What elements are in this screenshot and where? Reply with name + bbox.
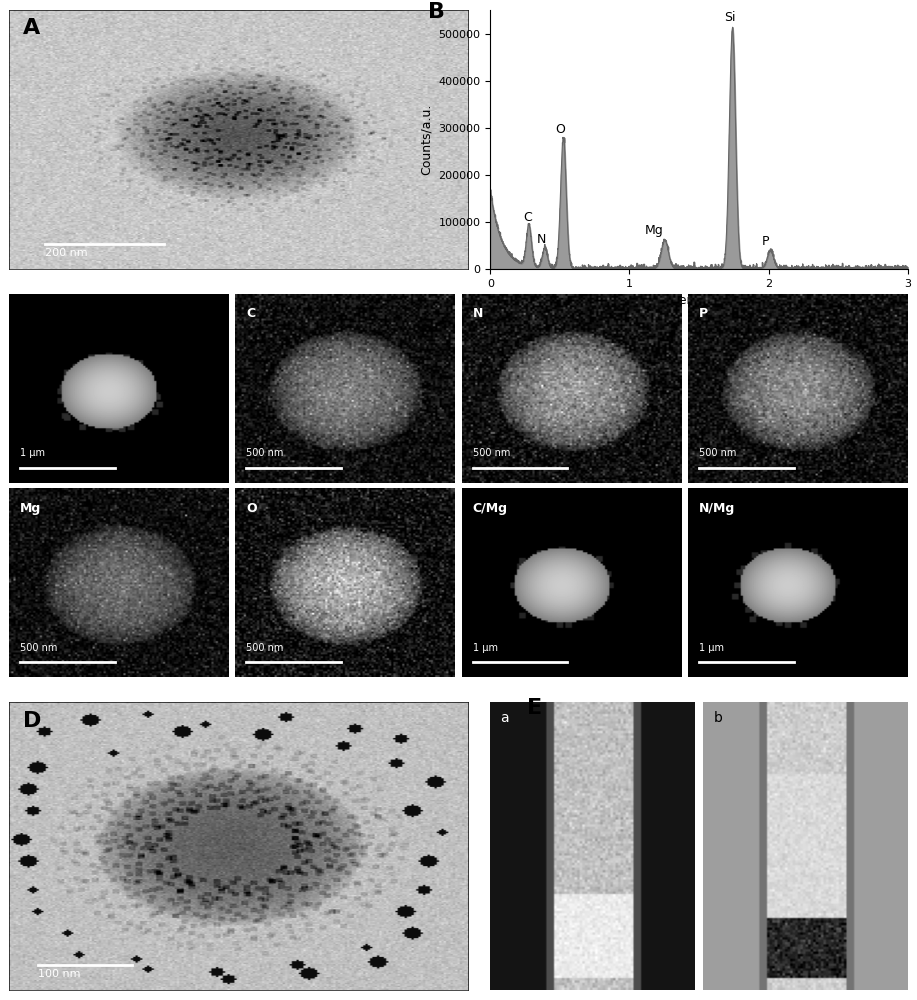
Text: E: E — [527, 698, 542, 718]
Text: O: O — [555, 123, 565, 136]
Text: 500 nm: 500 nm — [473, 448, 510, 458]
Text: P: P — [762, 235, 769, 248]
Text: Si: Si — [724, 11, 735, 24]
Text: 1 μm: 1 μm — [473, 643, 498, 653]
Text: 1 μm: 1 μm — [20, 448, 45, 458]
Text: a: a — [501, 711, 509, 725]
Text: 500 nm: 500 nm — [247, 448, 284, 458]
Text: O: O — [247, 502, 257, 515]
Text: 100 nm: 100 nm — [38, 969, 81, 979]
Text: 500 nm: 500 nm — [20, 643, 58, 653]
Text: N: N — [473, 307, 483, 320]
Y-axis label: Counts/a.u.: Counts/a.u. — [420, 104, 433, 175]
Text: Mg: Mg — [20, 502, 41, 515]
Text: C/Mg: C/Mg — [473, 502, 508, 515]
Text: P: P — [699, 307, 708, 320]
Text: C: C — [524, 211, 532, 224]
Text: D: D — [23, 711, 41, 731]
X-axis label: Energy/keV: Energy/keV — [664, 294, 735, 307]
Text: C: C — [247, 307, 256, 320]
Text: b: b — [713, 711, 723, 725]
Text: C: C — [9, 382, 26, 402]
Text: 500 nm: 500 nm — [247, 643, 284, 653]
Text: N: N — [537, 233, 547, 246]
Text: Mg: Mg — [646, 224, 664, 237]
Text: N/Mg: N/Mg — [699, 502, 735, 515]
Text: 500 nm: 500 nm — [699, 448, 736, 458]
Text: 1 μm: 1 μm — [699, 643, 724, 653]
Text: A: A — [23, 18, 40, 38]
Text: 200 nm: 200 nm — [45, 248, 87, 258]
Text: B: B — [427, 2, 445, 22]
